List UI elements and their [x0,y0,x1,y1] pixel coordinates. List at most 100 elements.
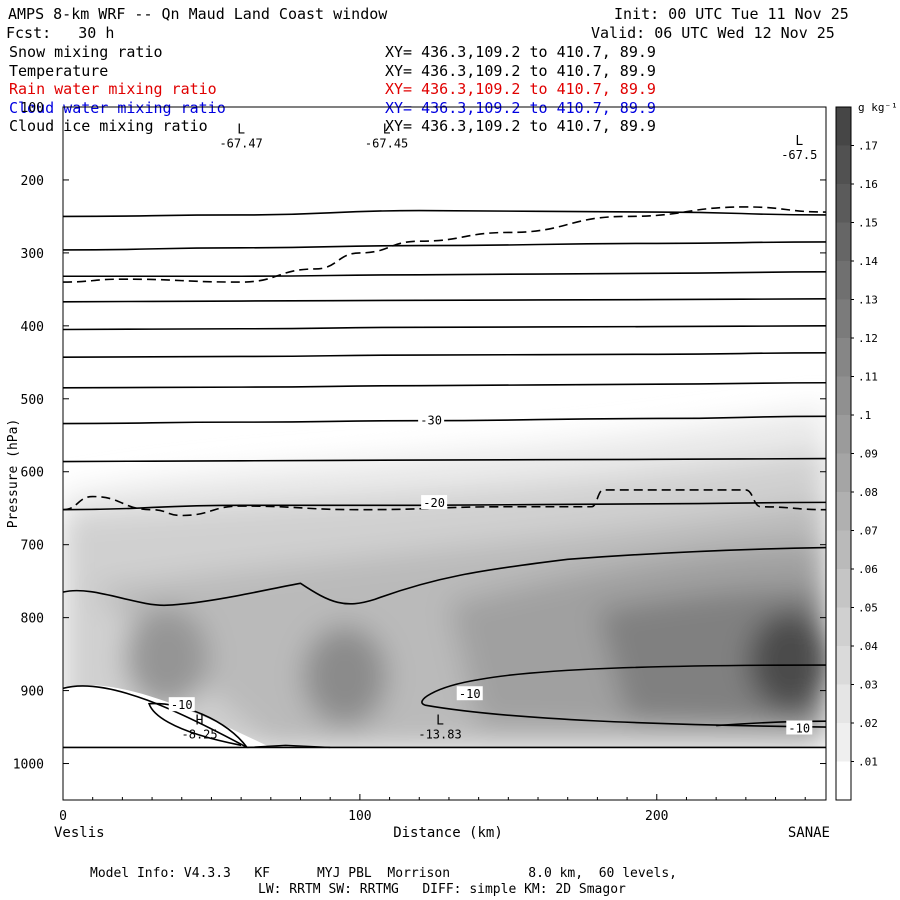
contour-label: -10 [788,722,810,736]
contour-label-bg [456,686,483,701]
x-left-location: Veslis [54,825,105,841]
x-axis-label: Distance (km) [393,825,503,841]
colorbar-segment [836,222,851,261]
y-tick-label: 400 [21,320,44,335]
colorbar-segment [836,684,851,723]
y-tick-label: 900 [21,685,44,700]
dashed-boundary-upper [63,206,826,283]
model-info-line2: LW: RRTM SW: RRTMG DIFF: simple KM: 2D S… [258,882,626,897]
colorbar-tick-label: .01 [858,756,878,769]
snow-shading [63,406,826,800]
y-axis-label: Pressure (hPa) [6,419,21,529]
colorbar-tick-label: .08 [858,486,878,499]
snow-maximum [303,625,388,726]
plot-frame [62,106,827,801]
colorbar-segment [836,607,851,646]
colorbar-tick-label: .07 [858,525,878,538]
forecast-hour: Fcst: 30 h [6,24,115,42]
y-tick-label: 1000 [13,758,44,773]
y-tick-label: 800 [21,612,44,627]
extremum-value: -8.25 [182,727,218,741]
colorbar-segment [836,107,851,146]
model-info-line1: Model Info: V4.3.3 KF MYJ PBL Morrison 8… [90,866,677,881]
extremum-value: -67.47 [219,136,262,150]
isotherm-line [421,664,826,728]
field-name: Temperature [9,61,109,80]
field-xy: XY= 436.3,109.2 to 410.7, 89.9 [385,117,656,135]
colorbar-unit: g kg⁻¹ [858,101,898,114]
chart-title: AMPS 8-km WRF -- Qn Maud Land Coast wind… [8,5,388,23]
colorbar-segment [836,184,851,223]
x-tick-label: 0 [59,809,67,824]
extremum-marker: L [237,122,245,137]
extremum-value: -67.45 [365,136,408,150]
field-name: Cloud ice mixing ratio [9,117,208,135]
colorbar-segment [836,415,851,454]
colorbar-tick-label: .11 [858,371,878,384]
extremum-marker: H [196,713,204,728]
isotherm-line [63,501,826,511]
colorbar-segment [836,723,851,762]
field-xy: XY= 436.3,109.2 to 410.7, 89.9 [385,80,656,98]
y-tick-label: 300 [21,247,44,262]
x-tick-label: 100 [348,809,371,824]
colorbar-segment [836,376,851,415]
field-name: Rain water mixing ratio [9,80,217,98]
isotherm-line [63,271,826,278]
isotherm-line [63,241,826,251]
colorbar-segment [836,338,851,377]
colorbar-tick-label: .06 [858,563,878,576]
y-tick-label: 200 [21,174,44,189]
colorbar-segment [836,646,851,685]
valid-time: Valid: 06 UTC Wed 12 Nov 25 [591,24,835,42]
colorbar-segment [836,299,851,338]
y-tick-label: 500 [21,393,44,408]
y-tick-label: 700 [21,539,44,554]
isotherm-line [63,457,826,463]
colorbar-segment [836,453,851,492]
contour-label-bg [168,697,195,712]
isotherm-line [247,744,331,749]
colorbar-segment [836,569,851,608]
extremum-marker: L [383,122,391,137]
colorbar-segment [836,261,851,300]
colorbar-tick-label: .09 [858,448,878,461]
extremum-marker: L [436,713,444,728]
init-time: Init: 00 UTC Tue 11 Nov 25 [614,5,849,23]
contours [63,206,826,749]
colorbar-tick-label: .14 [858,255,878,268]
colorbar-segment [836,530,851,569]
isotherm-line [63,352,826,359]
colorbar-tick-label: .15 [858,217,878,230]
y-tick-label: 600 [21,466,44,481]
colorbar-tick-label: .1 [858,409,871,422]
x-tick-label: 200 [645,809,668,824]
contour-label: -20 [423,496,445,510]
x-right-location: SANAE [788,825,830,841]
isotherm-line [63,546,826,607]
snow-maximum [124,607,209,708]
contour-label: -10 [171,698,193,712]
isotherm-line [716,720,826,727]
colorbar-tick-label: .05 [858,602,878,615]
extremum-value: -13.83 [418,727,461,741]
y-tick-label: 100 [21,101,44,116]
colorbar-segment [836,761,851,800]
field-name: Snow mixing ratio [9,43,163,61]
colorbar-tick-label: .13 [858,294,878,307]
colorbar-tick-label: .04 [858,640,878,653]
below-surface-area [63,747,826,800]
isotherm-line [63,381,826,389]
contour-label-bg [418,412,445,427]
colorbar-tick-label: .02 [858,717,878,730]
colorbar-tick-label: .17 [858,140,878,153]
colorbar-segment [836,492,851,531]
isotherm-line [63,325,826,331]
field-xy: XY= 436.3,109.2 to 410.7, 89.9 [385,43,656,61]
snow-maximum [748,611,826,712]
isotherm-line [148,702,248,748]
colorbar-tick-label: .16 [858,178,878,191]
colorbar-tick-label: .03 [858,679,878,692]
isotherm-line [63,209,826,218]
